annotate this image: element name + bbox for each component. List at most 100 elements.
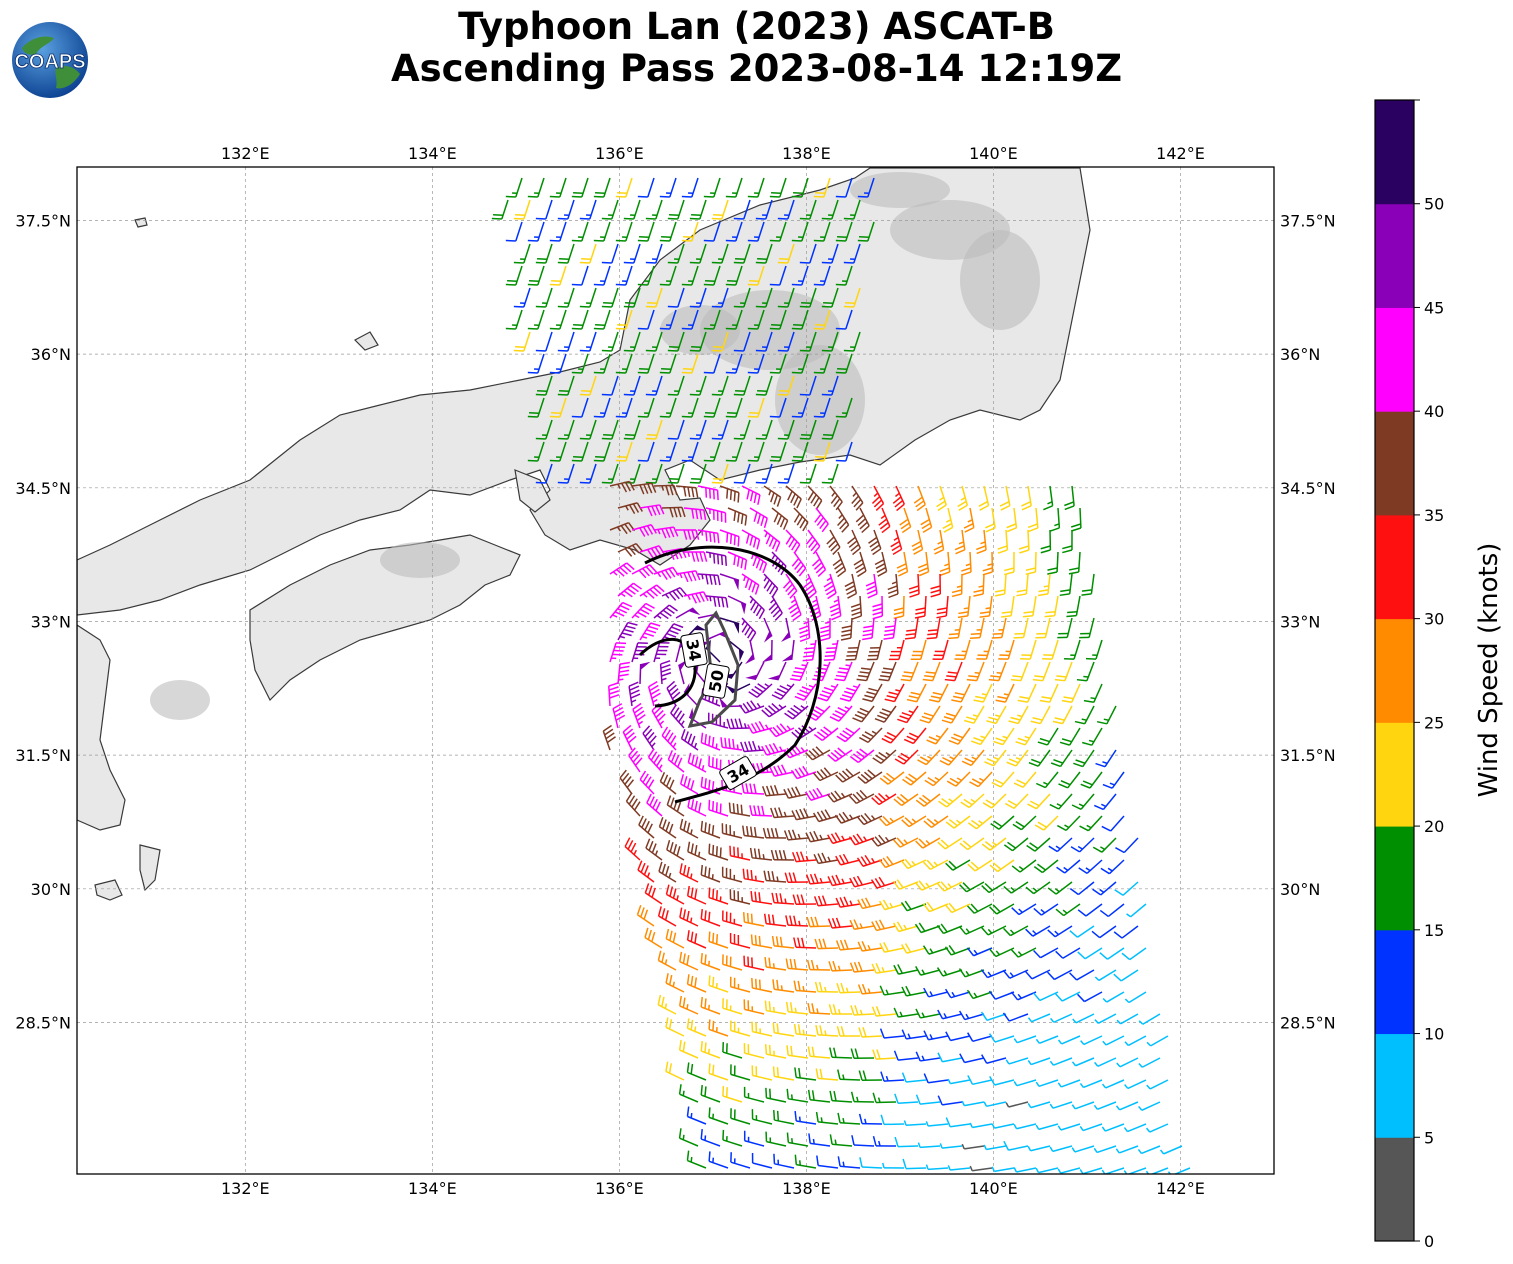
wind-barb xyxy=(791,808,817,821)
wind-barb xyxy=(726,718,751,730)
wind-barb xyxy=(944,661,963,682)
wind-barb xyxy=(835,353,853,374)
wind-barb xyxy=(849,961,875,973)
wind-barb xyxy=(1071,793,1095,810)
wind-barb xyxy=(1048,837,1073,853)
wind-barb xyxy=(729,845,751,861)
wind-barb xyxy=(871,485,885,512)
wind-barb xyxy=(843,199,861,220)
wind-barb xyxy=(901,1029,927,1040)
wind-barb xyxy=(835,265,853,286)
wind-barb xyxy=(799,419,817,440)
wind-barb xyxy=(990,815,1015,830)
wind-barb xyxy=(687,841,707,861)
wind-barb xyxy=(678,995,699,1015)
wind-barb xyxy=(617,621,638,641)
wind-barb xyxy=(747,353,765,374)
wind-barb xyxy=(812,767,839,782)
wind-barb xyxy=(1006,507,1018,533)
wind-barb xyxy=(926,617,941,640)
wind-barb xyxy=(902,771,927,786)
wind-barb xyxy=(1020,639,1037,660)
wind-barb xyxy=(769,441,787,462)
wind-barb xyxy=(793,937,817,949)
wind-barb xyxy=(817,683,839,702)
wind-barb xyxy=(719,617,740,634)
wind-barb xyxy=(857,940,883,952)
wind-barb xyxy=(579,331,597,352)
wind-barb xyxy=(771,935,795,949)
wind-barb xyxy=(764,1000,787,1015)
wind-barb xyxy=(915,1051,941,1062)
wind-barb xyxy=(722,910,743,927)
wind-barb xyxy=(549,397,567,418)
colorbar-bin xyxy=(1375,722,1414,827)
wind-barb xyxy=(708,887,729,905)
wind-barb xyxy=(721,866,743,883)
wind-barb xyxy=(821,243,839,264)
wind-barb xyxy=(1044,595,1059,618)
wind-barb xyxy=(1146,1079,1169,1090)
wind-barb xyxy=(922,945,949,955)
wind-barb xyxy=(733,287,751,308)
wind-barb xyxy=(947,1165,971,1171)
wind-barb xyxy=(1062,529,1073,554)
wind-barb xyxy=(813,441,831,462)
wind-barb xyxy=(786,1088,809,1103)
wind-barb xyxy=(683,507,707,520)
wind-barb xyxy=(938,793,963,808)
wind-barb xyxy=(527,265,545,286)
wind-barb xyxy=(836,1026,861,1037)
lat-tick-label-left: 36°N xyxy=(31,345,71,364)
wind-barb xyxy=(967,815,993,830)
wind-barb xyxy=(711,331,729,352)
wind-barb xyxy=(937,1052,963,1063)
wind-barb xyxy=(805,873,831,885)
wind-barb xyxy=(711,463,729,484)
wind-barb xyxy=(1115,1145,1139,1154)
wind-barb xyxy=(879,771,905,785)
wind-barb xyxy=(609,642,627,663)
wind-barb xyxy=(1057,1035,1081,1045)
wind-barb xyxy=(762,827,787,839)
wind-barb xyxy=(821,199,839,220)
wind-barb xyxy=(579,419,597,440)
wind-barb xyxy=(874,705,897,723)
wind-barb xyxy=(813,265,831,286)
wind-barb xyxy=(1138,1057,1161,1068)
wind-barb xyxy=(631,482,657,495)
wind-barb xyxy=(772,1022,795,1037)
wind-barb xyxy=(976,529,987,555)
terrain-shade xyxy=(850,172,950,208)
wind-barb xyxy=(1138,1101,1161,1111)
wind-barb xyxy=(1018,529,1030,554)
wind-barb xyxy=(763,529,781,552)
colorbar-bin xyxy=(1375,307,1414,412)
wind-barb xyxy=(995,683,1015,703)
wind-barb xyxy=(549,441,567,462)
wind-barb xyxy=(721,823,743,839)
wind-barb xyxy=(850,1091,875,1103)
wind-barb xyxy=(703,353,721,374)
wind-barb xyxy=(813,177,831,198)
wind-barb xyxy=(1101,815,1125,832)
land-shikoku xyxy=(249,534,521,702)
wind-barb xyxy=(637,265,655,286)
wind-barb xyxy=(799,331,817,352)
wind-barb xyxy=(793,507,809,532)
wind-barb xyxy=(579,463,597,484)
wind-barb xyxy=(799,375,817,396)
wind-barb xyxy=(725,265,743,286)
wind-barb xyxy=(639,584,665,599)
wind-barb xyxy=(675,529,700,540)
wind-barb xyxy=(733,463,751,484)
wind-barb xyxy=(1013,1167,1037,1173)
wind-barb xyxy=(966,903,993,914)
wind-barb xyxy=(747,441,765,462)
wind-barb xyxy=(1093,1101,1117,1111)
wind-barb xyxy=(727,507,748,526)
wind-barb xyxy=(1037,573,1051,597)
wind-barb xyxy=(505,309,523,330)
wind-barb xyxy=(793,1023,817,1037)
wind-barb xyxy=(794,1154,817,1169)
